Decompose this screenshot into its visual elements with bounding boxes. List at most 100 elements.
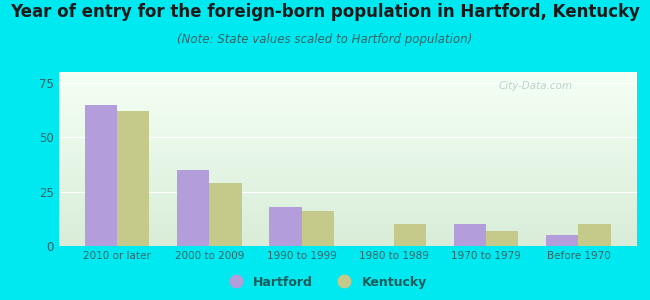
Bar — [58, 229, 637, 230]
Bar — [58, 100, 637, 102]
Bar — [58, 79, 637, 81]
Bar — [58, 77, 637, 79]
Bar — [58, 110, 637, 112]
Bar — [58, 133, 637, 135]
Bar — [58, 121, 637, 122]
Bar — [578, 224, 611, 246]
Bar — [58, 190, 637, 192]
Bar — [58, 152, 637, 154]
Bar — [177, 170, 209, 246]
Bar — [58, 196, 637, 197]
Bar — [58, 209, 637, 211]
Bar — [58, 202, 637, 204]
Bar — [58, 116, 637, 117]
Bar — [58, 182, 637, 183]
Bar — [58, 242, 637, 244]
Bar — [58, 215, 637, 216]
Bar — [58, 76, 637, 77]
Bar — [58, 225, 637, 227]
Bar — [58, 98, 637, 100]
Bar — [394, 224, 426, 246]
Bar — [58, 161, 637, 163]
Bar — [58, 180, 637, 182]
Bar — [58, 114, 637, 116]
Bar — [58, 192, 637, 194]
Bar — [58, 147, 637, 148]
Bar — [58, 82, 637, 84]
Bar — [58, 126, 637, 128]
Bar — [58, 164, 637, 166]
Bar — [546, 235, 578, 246]
Bar — [58, 208, 637, 209]
Bar — [58, 169, 637, 171]
Bar — [58, 220, 637, 222]
Bar — [117, 111, 150, 246]
Bar — [58, 187, 637, 189]
Bar — [58, 211, 637, 213]
Bar — [58, 81, 637, 82]
Bar — [58, 157, 637, 159]
Bar — [486, 231, 519, 246]
Bar — [58, 239, 637, 241]
Bar — [58, 107, 637, 109]
Bar — [58, 244, 637, 246]
Bar — [58, 150, 637, 152]
Bar — [58, 227, 637, 229]
Bar — [58, 142, 637, 143]
Bar — [58, 189, 637, 190]
Bar — [58, 176, 637, 178]
Bar — [58, 222, 637, 224]
Bar — [58, 129, 637, 131]
Bar — [209, 183, 242, 246]
Bar — [58, 131, 637, 133]
Bar — [302, 211, 334, 246]
Bar — [58, 124, 637, 126]
Bar — [58, 103, 637, 105]
Bar — [58, 168, 637, 169]
Bar — [58, 213, 637, 215]
Bar — [58, 105, 637, 107]
Bar — [58, 94, 637, 96]
Bar — [58, 199, 637, 201]
Bar — [58, 218, 637, 220]
Bar — [58, 197, 637, 199]
Bar — [58, 173, 637, 175]
Bar — [58, 91, 637, 93]
Bar — [58, 185, 637, 187]
Bar — [58, 166, 637, 168]
Bar — [58, 143, 637, 145]
Bar — [58, 145, 637, 147]
Bar — [58, 86, 637, 88]
Bar — [58, 84, 637, 86]
Bar — [58, 155, 637, 157]
Text: Year of entry for the foreign-born population in Hartford, Kentucky: Year of entry for the foreign-born popul… — [10, 3, 640, 21]
Bar — [269, 207, 302, 246]
Bar — [58, 241, 637, 242]
Bar — [58, 72, 637, 74]
Bar — [58, 206, 637, 208]
Bar — [58, 96, 637, 98]
Bar — [84, 105, 117, 246]
Bar — [58, 128, 637, 129]
Bar — [58, 236, 637, 237]
Bar — [58, 140, 637, 142]
Bar — [58, 171, 637, 173]
Legend: Hartford, Kentucky: Hartford, Kentucky — [218, 271, 432, 294]
Bar — [58, 178, 637, 180]
Bar — [58, 93, 637, 94]
Bar — [58, 163, 637, 164]
Bar — [58, 138, 637, 140]
Bar — [454, 224, 486, 246]
Bar — [58, 232, 637, 234]
Bar — [58, 230, 637, 232]
Bar — [58, 89, 637, 91]
Bar — [58, 112, 637, 114]
Bar — [58, 204, 637, 206]
Bar — [58, 136, 637, 138]
Bar — [58, 224, 637, 225]
Bar — [58, 216, 637, 218]
Bar — [58, 201, 637, 203]
Bar — [58, 159, 637, 161]
Bar — [58, 183, 637, 185]
Text: (Note: State values scaled to Hartford population): (Note: State values scaled to Hartford p… — [177, 33, 473, 46]
